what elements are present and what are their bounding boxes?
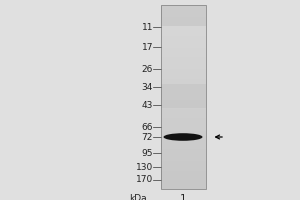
Text: 11: 11 — [142, 22, 153, 31]
Bar — [160, 158, 206, 161]
Bar — [160, 38, 206, 42]
Bar — [160, 5, 206, 8]
Bar — [160, 106, 206, 109]
Bar — [160, 100, 206, 103]
Text: 43: 43 — [142, 100, 153, 110]
Bar — [160, 136, 206, 140]
Bar — [160, 90, 206, 94]
Bar — [160, 109, 206, 112]
Bar — [160, 51, 206, 54]
Bar — [160, 133, 206, 137]
Bar — [160, 118, 206, 122]
Bar — [160, 124, 206, 128]
Text: 34: 34 — [142, 83, 153, 92]
Bar — [160, 182, 206, 186]
Text: 26: 26 — [142, 64, 153, 73]
Text: 95: 95 — [142, 148, 153, 158]
Bar — [160, 29, 206, 33]
Bar — [160, 161, 206, 164]
Bar — [160, 20, 206, 23]
Bar — [160, 72, 206, 76]
Text: 72: 72 — [142, 132, 153, 142]
Bar — [160, 63, 206, 66]
Bar — [160, 164, 206, 168]
Text: 1: 1 — [180, 194, 186, 200]
Bar — [160, 78, 206, 82]
Bar — [160, 32, 206, 36]
Bar — [160, 69, 206, 72]
Bar — [160, 179, 206, 183]
Bar — [160, 8, 206, 11]
Bar — [160, 149, 206, 152]
Bar — [160, 44, 206, 48]
Bar — [160, 130, 206, 134]
Bar — [160, 97, 206, 100]
Bar — [160, 6, 206, 26]
Bar — [160, 23, 206, 26]
Bar — [160, 176, 206, 180]
Text: 130: 130 — [136, 162, 153, 171]
Bar — [160, 127, 206, 131]
Bar — [160, 146, 206, 149]
Bar — [160, 140, 206, 143]
Bar — [160, 75, 206, 79]
Bar — [160, 152, 206, 155]
Bar — [160, 103, 206, 106]
Bar — [160, 155, 206, 158]
Bar — [160, 41, 206, 45]
Text: 170: 170 — [136, 176, 153, 184]
Bar — [160, 87, 206, 91]
Text: kDa: kDa — [129, 194, 147, 200]
Bar — [160, 173, 206, 177]
Bar — [160, 81, 206, 85]
Bar — [160, 54, 206, 57]
Text: 66: 66 — [142, 122, 153, 132]
Bar — [160, 167, 206, 171]
Text: 17: 17 — [142, 43, 153, 51]
Bar — [160, 48, 206, 51]
Bar — [160, 66, 206, 69]
Bar — [160, 186, 206, 189]
Bar — [160, 84, 206, 88]
Bar — [160, 60, 206, 63]
Bar — [160, 143, 206, 146]
Bar — [160, 170, 206, 174]
Bar — [160, 17, 206, 20]
Bar — [160, 14, 206, 17]
Bar — [160, 57, 206, 60]
Bar — [160, 11, 206, 14]
Bar — [160, 26, 206, 30]
Bar — [160, 84, 206, 108]
Ellipse shape — [164, 133, 202, 141]
Bar — [160, 35, 206, 39]
Bar — [160, 115, 206, 118]
Bar — [160, 5, 206, 189]
Bar — [160, 112, 206, 115]
Bar — [160, 121, 206, 125]
Bar — [160, 94, 206, 97]
